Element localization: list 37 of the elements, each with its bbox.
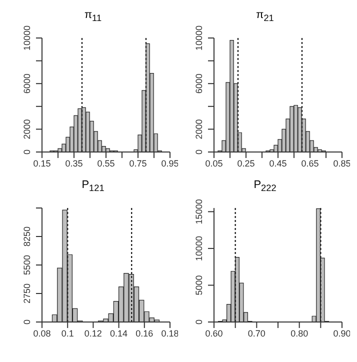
y-tick-label: 0 xyxy=(194,149,204,155)
x-tick-label: 0.1 xyxy=(61,328,74,338)
y-tick-label: 10000 xyxy=(194,236,204,261)
x-tick-label: 0.80 xyxy=(290,328,308,338)
y-tick-label: 2000 xyxy=(22,119,32,140)
x-tick-label: 0.05 xyxy=(205,158,223,168)
x-tick-label: 0.16 xyxy=(136,328,154,338)
x-tick-label: 0.60 xyxy=(205,328,223,338)
x-tick-label: 0.14 xyxy=(110,328,128,338)
x-tick-label: 0.12 xyxy=(84,328,102,338)
x-tick-label: 0.25 xyxy=(237,158,255,168)
y-tick-label: 10000 xyxy=(22,25,32,51)
y-tick-label: 0 xyxy=(194,319,204,325)
x-tick-label: 0.75 xyxy=(129,158,147,168)
y-tick-label: 6000 xyxy=(22,74,32,94)
y-tick-label: 0 xyxy=(22,149,32,155)
y-tick-label: 8250 xyxy=(22,226,32,247)
y-tick-label: 0 xyxy=(22,319,32,325)
x-tick-label: 0.70 xyxy=(248,328,266,338)
y-tick-label: 5000 xyxy=(194,275,204,296)
chart-title: π$_{11}$ xyxy=(83,8,103,24)
y-tick-label: 15000 xyxy=(194,199,204,224)
y-tick-label: 10000 xyxy=(194,25,204,51)
chart-title: P$_{222}$ xyxy=(252,178,278,194)
x-tick-label: 0.08 xyxy=(33,328,51,338)
y-tick-label: 2000 xyxy=(194,119,204,140)
x-tick-label: 0.55 xyxy=(97,158,115,168)
x-tick-label: 0.65 xyxy=(301,158,319,168)
chart-title: π$_{21}$ xyxy=(255,8,275,24)
y-tick-label: 6000 xyxy=(194,74,204,94)
chart-title: P$_{121}$ xyxy=(80,178,106,194)
x-tick-label: 0.15 xyxy=(33,158,51,168)
y-tick-label: 5500 xyxy=(22,254,32,276)
x-tick-label: 0.45 xyxy=(269,158,287,168)
x-tick-label: 0.35 xyxy=(65,158,83,168)
x-tick-label: 0.18 xyxy=(161,328,179,338)
y-tick-label: 2750 xyxy=(22,283,32,304)
